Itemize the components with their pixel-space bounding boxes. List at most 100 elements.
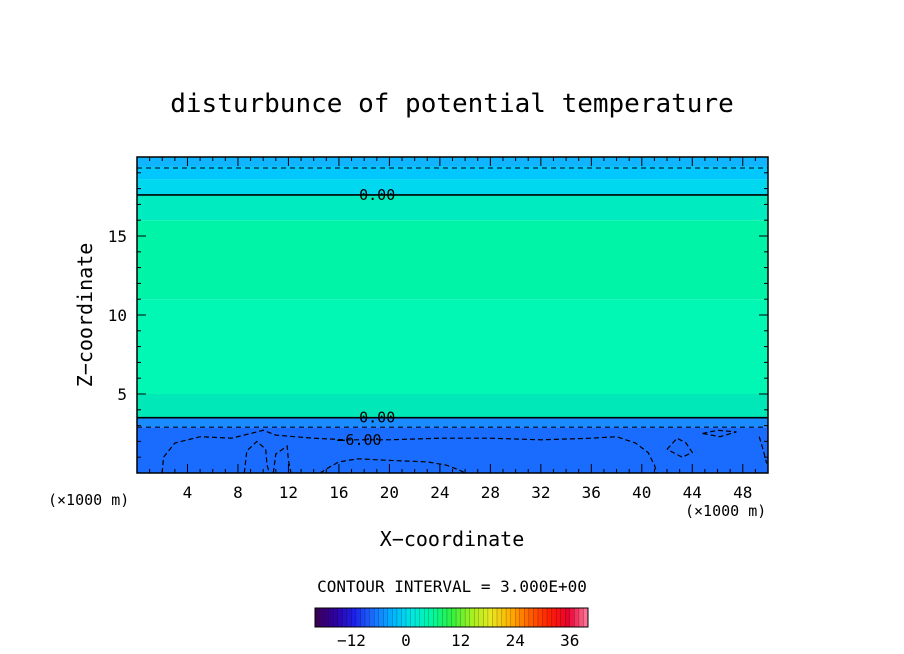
field-layer-5	[137, 194, 768, 221]
colorbar-tick-label: 24	[506, 631, 525, 650]
chart-title: disturbunce of potential temperature	[170, 89, 734, 119]
colorbar-cell	[351, 608, 357, 627]
colorbar-cell	[492, 608, 498, 627]
x-tick-label: 36	[582, 483, 601, 502]
colorbar-cell	[392, 608, 398, 627]
colorbar-cell	[337, 608, 343, 627]
colorbar-cell	[519, 608, 525, 627]
colorbar-cell	[401, 608, 407, 627]
colorbar-cell	[342, 608, 348, 627]
colorbar-cell	[433, 608, 439, 627]
colorbar-cell	[360, 608, 366, 627]
colorbar-cell	[424, 608, 430, 627]
colorbar-cell	[369, 608, 375, 627]
colorbar-cell	[497, 608, 502, 627]
colorbar-cell	[578, 608, 584, 627]
colorbar-tick-label: 12	[451, 631, 470, 650]
contour-minus6-pocket-2	[319, 458, 466, 474]
colorbar-cell	[374, 608, 379, 627]
field-layer-2	[137, 394, 768, 418]
x-unit-label: (×1000 m)	[685, 502, 766, 520]
colorbar-cell	[328, 608, 334, 627]
colorbar-cell	[333, 608, 339, 627]
colorbar-frame	[314, 607, 589, 628]
colorbar-cell	[487, 608, 493, 627]
y-tick-label: 15	[108, 227, 127, 246]
colorbar-cell	[442, 608, 448, 627]
contour-label-0: 0.00	[359, 186, 395, 204]
colorbar-cell	[365, 608, 370, 627]
colorbar-cell	[346, 608, 352, 627]
x-tick-label: 32	[531, 483, 550, 502]
contour-minus6-label: −6.00	[336, 431, 381, 449]
y-axis-label: Z−coordinate	[73, 243, 97, 388]
colorbar-cell	[437, 608, 443, 627]
field-layer-3	[137, 299, 768, 394]
colorbar-cell	[574, 608, 580, 627]
colorbar-cell	[560, 608, 566, 627]
contour-minus6-pocket-5	[758, 436, 768, 464]
y-tick-label: 5	[117, 385, 127, 404]
colorbar-cell	[483, 608, 489, 627]
x-tick-label: 4	[183, 483, 193, 502]
field-layer-0	[137, 427, 768, 473]
colorbar-cell	[456, 608, 461, 627]
colorbar-cell	[506, 608, 511, 627]
colorbar-cell	[569, 608, 575, 627]
x-tick-label: 12	[279, 483, 298, 502]
colorbar-cell	[537, 608, 543, 627]
colorbar-cell	[474, 608, 480, 627]
colorbar-cell	[428, 608, 434, 627]
colorbar-cell	[396, 608, 402, 627]
colorbar-cell	[324, 608, 329, 627]
plot-area: 0.000.00−6.00 4 8 12 16 20 24 28 32 36 40 44 485101…	[108, 156, 769, 502]
colorbar-cell	[410, 608, 416, 627]
colorbar-cell	[515, 608, 521, 627]
colorbar-cell	[446, 608, 452, 627]
z-unit-label: (×1000 m)	[48, 491, 129, 509]
colorbar-cell	[547, 608, 552, 627]
field-layer-8	[137, 157, 768, 167]
colorbar-cell	[319, 608, 325, 627]
colorbar-cell	[524, 608, 530, 627]
contour-minus6-pocket-0	[243, 440, 271, 474]
colorbar-cell	[528, 608, 534, 627]
field-layer-1	[137, 417, 768, 428]
x-tick-label: 24	[430, 483, 449, 502]
contour-minus6-pocket-3	[666, 437, 694, 458]
x-tick-label: 20	[380, 483, 399, 502]
x-tick-label: 16	[329, 483, 348, 502]
field-layer-6	[137, 179, 768, 195]
y-tick-label: 10	[108, 306, 127, 325]
colorbar-cell	[355, 608, 361, 627]
colorbar-tick-label: −12	[337, 631, 366, 650]
colorbar-cell	[533, 608, 539, 627]
colorbar-cell	[556, 608, 561, 627]
colorbar-tick-label: 0	[401, 631, 411, 650]
colorbar-cell	[419, 608, 425, 627]
colorbar-cell	[510, 608, 516, 627]
colorbar-cell	[551, 608, 557, 627]
colorbar-cell	[406, 608, 411, 627]
colorbar-cell	[478, 608, 484, 627]
x-axis-label: X−coordinate	[380, 527, 525, 551]
x-tick-label: 8	[233, 483, 243, 502]
colorbar-cell	[415, 608, 420, 627]
x-tick-label: 44	[683, 483, 702, 502]
x-tick-label: 40	[632, 483, 651, 502]
colorbar-cell	[387, 608, 393, 627]
colorbar-tick-label: 36	[560, 631, 579, 650]
x-tick-label: 48	[733, 483, 752, 502]
field-layer-7	[137, 166, 768, 180]
field-layer-4	[137, 220, 768, 300]
colorbar-cell	[451, 608, 457, 627]
colorbar-cell	[315, 608, 320, 627]
contour-interval-text: CONTOUR INTERVAL = 3.000E+00	[317, 577, 587, 596]
colorbar: −12 0 12 24 36	[314, 607, 589, 650]
colorbar-cell	[469, 608, 475, 627]
colorbar-cell	[383, 608, 389, 627]
colorbar-cell	[542, 608, 548, 627]
colorbar-cell	[465, 608, 470, 627]
colorbar-cell	[565, 608, 571, 627]
